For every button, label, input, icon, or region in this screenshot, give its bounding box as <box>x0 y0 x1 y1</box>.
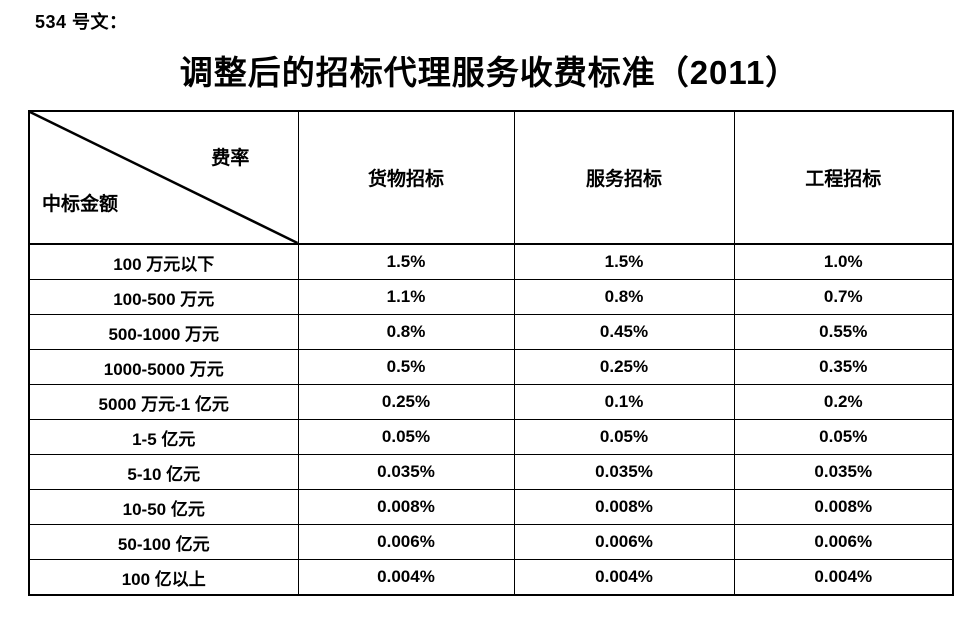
fee-value-cell: 0.1% <box>513 384 735 420</box>
row-label-cell: 1-5 亿元 <box>28 419 299 455</box>
row-label-cell: 100-500 万元 <box>28 279 299 315</box>
fee-value-cell: 0.5% <box>297 349 515 385</box>
table-row: 50-100 亿元 0.006% 0.006% 0.006% <box>28 524 954 560</box>
table-row: 5-10 亿元 0.035% 0.035% 0.035% <box>28 454 954 490</box>
fee-value-cell: 0.35% <box>733 349 954 385</box>
row-label-cell: 5000 万元-1 亿元 <box>28 384 299 420</box>
fee-value-cell: 0.25% <box>297 384 515 420</box>
fee-value-cell: 0.035% <box>297 454 515 490</box>
fee-value-cell: 0.05% <box>297 419 515 455</box>
fee-value-cell: 0.25% <box>513 349 735 385</box>
fee-value-cell: 0.008% <box>297 489 515 525</box>
column-header-works: 工程招标 <box>733 110 954 245</box>
fee-value-cell: 0.05% <box>733 419 954 455</box>
fee-value-cell: 0.035% <box>733 454 954 490</box>
diagonal-header-cell: 费率 中标金额 <box>28 110 299 245</box>
corner-rate-label: 费率 <box>211 148 250 170</box>
column-header-goods: 货物招标 <box>297 110 515 245</box>
fee-value-cell: 0.004% <box>733 559 954 596</box>
table-row: 500-1000 万元 0.8% 0.45% 0.55% <box>28 314 954 350</box>
header-row: 费率 中标金额 货物招标 服务招标 工程招标 <box>28 110 954 245</box>
row-label-cell: 5-10 亿元 <box>28 454 299 490</box>
fee-value-cell: 0.006% <box>297 524 515 560</box>
fee-value-cell: 1.5% <box>513 243 735 280</box>
fee-value-cell: 0.004% <box>297 559 515 596</box>
fee-value-cell: 0.05% <box>513 419 735 455</box>
fee-value-cell: 0.006% <box>733 524 954 560</box>
document-ref: 534 号文： <box>35 12 128 32</box>
row-label-cell: 50-100 亿元 <box>28 524 299 560</box>
fee-value-cell: 0.2% <box>733 384 954 420</box>
row-label-cell: 100 亿以上 <box>28 559 299 596</box>
fee-value-cell: 0.8% <box>297 314 515 350</box>
row-label-cell: 10-50 亿元 <box>28 489 299 525</box>
table-row: 1000-5000 万元 0.5% 0.25% 0.35% <box>28 349 954 385</box>
corner-amount-label: 中标金额 <box>42 193 119 215</box>
table-row: 100 万元以下 1.5% 1.5% 1.0% <box>28 243 954 280</box>
fee-value-cell: 0.008% <box>513 489 735 525</box>
column-header-services: 服务招标 <box>513 110 735 245</box>
fee-value-cell: 1.1% <box>297 279 515 315</box>
fee-value-cell: 1.0% <box>733 243 954 280</box>
fee-value-cell: 0.45% <box>513 314 735 350</box>
table-row: 5000 万元-1 亿元 0.25% 0.1% 0.2% <box>28 384 954 420</box>
fee-value-cell: 0.7% <box>733 279 954 315</box>
row-label-cell: 1000-5000 万元 <box>28 349 299 385</box>
table-row: 1-5 亿元 0.05% 0.05% 0.05% <box>28 419 954 455</box>
table-row: 100 亿以上 0.004% 0.004% 0.004% <box>28 559 954 596</box>
fee-value-cell: 0.006% <box>513 524 735 560</box>
row-label-cell: 100 万元以下 <box>28 243 299 280</box>
row-label-cell: 500-1000 万元 <box>28 314 299 350</box>
fee-value-cell: 0.004% <box>513 559 735 596</box>
fee-table: 费率 中标金额 货物招标 服务招标 工程招标 100 万元以下 1.5% 1.5… <box>28 110 954 596</box>
table-row: 10-50 亿元 0.008% 0.008% 0.008% <box>28 489 954 525</box>
fee-value-cell: 0.55% <box>733 314 954 350</box>
table-row: 100-500 万元 1.1% 0.8% 0.7% <box>28 279 954 315</box>
fee-value-cell: 0.8% <box>513 279 735 315</box>
diagonal-line <box>30 112 297 242</box>
fee-value-cell: 0.008% <box>733 489 954 525</box>
page-title: 调整后的招标代理服务收费标准（2011） <box>179 54 800 91</box>
fee-value-cell: 0.035% <box>513 454 735 490</box>
fee-value-cell: 1.5% <box>297 243 515 280</box>
